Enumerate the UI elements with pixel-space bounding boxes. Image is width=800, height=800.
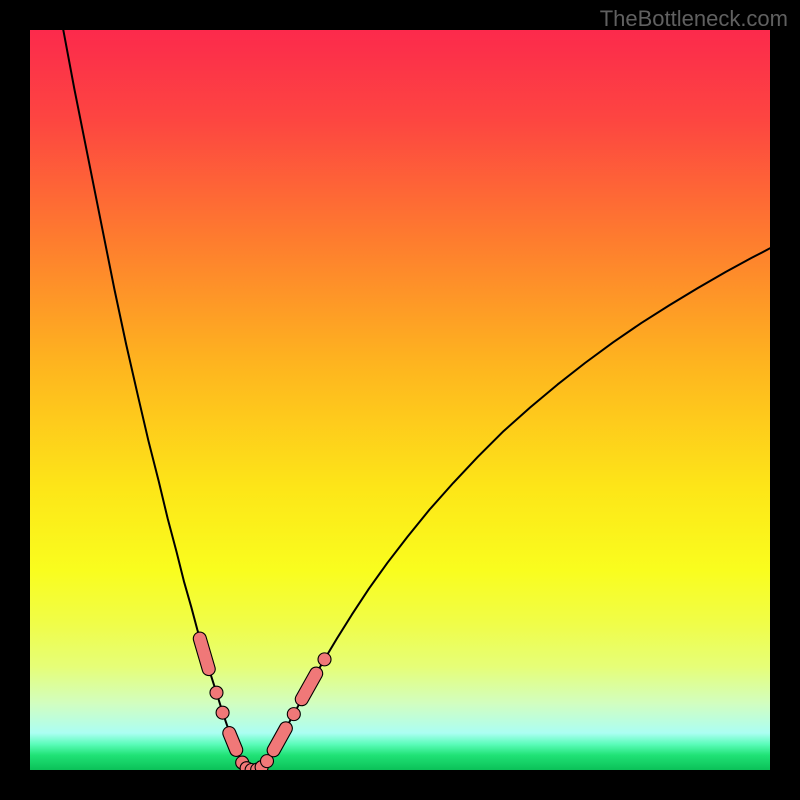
curve-marker	[287, 708, 300, 721]
stage: TheBottleneck.com	[0, 0, 800, 800]
curve-marker	[210, 686, 223, 699]
curve-marker	[216, 706, 229, 719]
curve-marker	[318, 653, 331, 666]
watermark-text: TheBottleneck.com	[600, 6, 788, 32]
chart-svg	[30, 30, 770, 770]
chart-background	[30, 30, 770, 770]
plot-area	[30, 30, 770, 770]
